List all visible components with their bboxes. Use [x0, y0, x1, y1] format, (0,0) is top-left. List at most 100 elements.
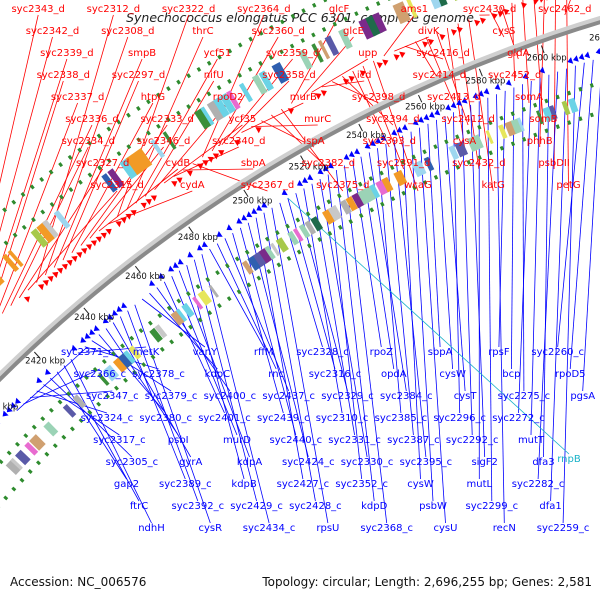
tick-mark [188, 226, 194, 234]
leader-line [119, 316, 186, 480]
gc-block [30, 228, 49, 248]
reverse-gene-label: mutL [467, 479, 493, 490]
gc-block [264, 245, 276, 260]
reverse-gene-arrow [201, 241, 208, 247]
reverse-gene-arrow [584, 51, 591, 59]
dotted-track-2 [0, 80, 600, 466]
reverse-gene-arrow [112, 309, 119, 316]
forward-gene-arrow [125, 213, 132, 220]
leader-line [496, 94, 505, 524]
forward-gene-arrow [399, 51, 406, 58]
tick-label: 2520 kbp [288, 163, 328, 173]
gc-block [247, 255, 262, 271]
leader-line [126, 36, 204, 211]
gc-block [561, 100, 571, 116]
leader-line [383, 14, 415, 57]
reverse-gene-arrow [121, 302, 128, 308]
forward-gene-label: nifU [204, 70, 224, 81]
gc-block [29, 434, 46, 451]
leader-line [16, 346, 88, 411]
tick-mark [33, 351, 41, 359]
forward-gene-label: rpoD2 [213, 92, 244, 103]
reverse-gene-label: cysU [434, 523, 458, 534]
gc-block [363, 185, 378, 202]
gc-block [24, 441, 39, 456]
gc-block [357, 188, 372, 205]
gc-block [0, 276, 5, 286]
forward-gene-label: ycf51 [204, 48, 232, 59]
forward-gene-label: syc2342_d [26, 26, 79, 37]
reverse-gene-arrow [256, 204, 263, 211]
tick-label: 2460 kbp [125, 272, 165, 282]
forward-gene-label: syc2412_d [441, 114, 494, 125]
reverse-gene-arrow [328, 162, 334, 169]
forward-gene-arrow [197, 163, 204, 170]
forward-gene-label: syc2432_d [452, 158, 505, 169]
forward-gene-label: syc2333_d [140, 114, 193, 125]
forward-gene-arrow [359, 70, 366, 77]
reverse-gene-label: syc2395_c [400, 457, 453, 468]
leader-line [461, 108, 473, 436]
reverse-gene-arrow [246, 211, 253, 218]
reverse-gene-label: kdpD [361, 501, 387, 512]
reverse-gene-arrow [281, 189, 288, 196]
forward-gene-label: syc2394_d [366, 114, 419, 125]
forward-gene-label: syc2382_d [302, 158, 355, 169]
gc-block [149, 327, 163, 343]
gc-block [10, 457, 23, 471]
leader-line [344, 165, 388, 524]
outer-gene-band [0, 0, 458, 286]
forward-gene-arrow [145, 199, 152, 205]
gc-block [345, 196, 358, 212]
forward-gene-label: cydB [166, 158, 191, 169]
leader-line [419, 127, 446, 524]
reverse-gene-label: syc2387_c [387, 435, 440, 446]
reverse-gene-label: syc2259_c [537, 523, 590, 534]
forward-gene-label: syc2391_d [377, 158, 430, 169]
forward-gene-label: syc2340_d [212, 136, 265, 147]
gc-block [192, 296, 204, 310]
gc-block [208, 284, 219, 298]
leader-line [0, 58, 68, 268]
leader-line [271, 114, 329, 170]
tick-label: 2420 kbp [25, 357, 65, 367]
gc-block [226, 90, 241, 110]
reverse-gene-arrow [445, 104, 452, 111]
reverse-gene-label: sigF2 [471, 457, 497, 468]
forward-gene-arrow [382, 59, 389, 66]
gc-block [43, 421, 59, 437]
reverse-gene-arrow [539, 66, 546, 74]
leader-line [301, 36, 354, 99]
forward-gene-arrow [140, 202, 147, 209]
forward-gene-label: glcF [329, 4, 350, 15]
reverse-gene-label: syc2434_c [243, 523, 296, 534]
leader-line [530, 77, 541, 436]
gc-block [310, 216, 324, 232]
forward-gene-label: syc2338_d [37, 70, 90, 81]
reverse-gene-label: metK [133, 347, 160, 358]
leader-line [415, 41, 440, 82]
gc-block [485, 130, 494, 145]
tick-label: 2540 kbp [346, 131, 386, 141]
forward-gene-label: syc2364_d [237, 4, 290, 15]
reverse-gene-label: syc2385_c [375, 413, 428, 424]
leader-line [564, 0, 571, 16]
leader-line [522, 84, 525, 392]
forward-gene-arrow [105, 228, 112, 235]
forward-gene-label: syc2334_d [62, 136, 115, 147]
gc-block [372, 12, 387, 34]
forward-gene-arrow [315, 93, 322, 100]
gc-block [322, 208, 337, 225]
reverse-gene-label: pgsA [570, 391, 595, 402]
gene-labels: syc2343_d syc2342_d syc2339_d syc2338_d syc2… [11, 4, 595, 534]
reverse-gene-arrow [216, 231, 223, 237]
reverse-gene-arrow [402, 124, 408, 131]
forward-gene-label: cydA [180, 180, 205, 191]
reverse-gene-label: syc2331_c [328, 435, 381, 446]
reverse-gene-arrow [380, 134, 387, 141]
leader-line [410, 131, 434, 502]
forward-gene-arrow [376, 62, 383, 69]
leader-line [0, 80, 64, 285]
reverse-gene-arrow [418, 116, 425, 123]
forward-gene-arrow [90, 240, 97, 247]
